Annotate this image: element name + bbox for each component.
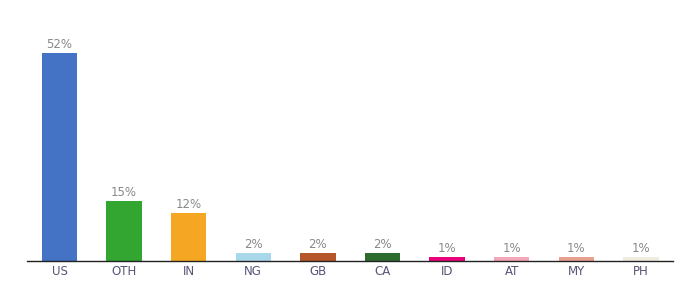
Text: 1%: 1% <box>632 242 650 255</box>
Bar <box>171 213 207 261</box>
Text: 1%: 1% <box>438 242 456 255</box>
Text: 2%: 2% <box>309 238 327 250</box>
Bar <box>623 257 659 261</box>
Text: 2%: 2% <box>373 238 392 250</box>
Text: 2%: 2% <box>244 238 262 250</box>
Text: 1%: 1% <box>503 242 521 255</box>
Bar <box>558 257 594 261</box>
Text: 15%: 15% <box>111 186 137 199</box>
Bar <box>235 253 271 261</box>
Bar <box>106 201 142 261</box>
Bar <box>300 253 336 261</box>
Bar <box>364 253 401 261</box>
Text: 52%: 52% <box>46 38 73 51</box>
Text: 12%: 12% <box>175 198 202 211</box>
Bar <box>494 257 530 261</box>
Bar <box>41 53 78 261</box>
Bar <box>429 257 465 261</box>
Text: 1%: 1% <box>567 242 585 255</box>
